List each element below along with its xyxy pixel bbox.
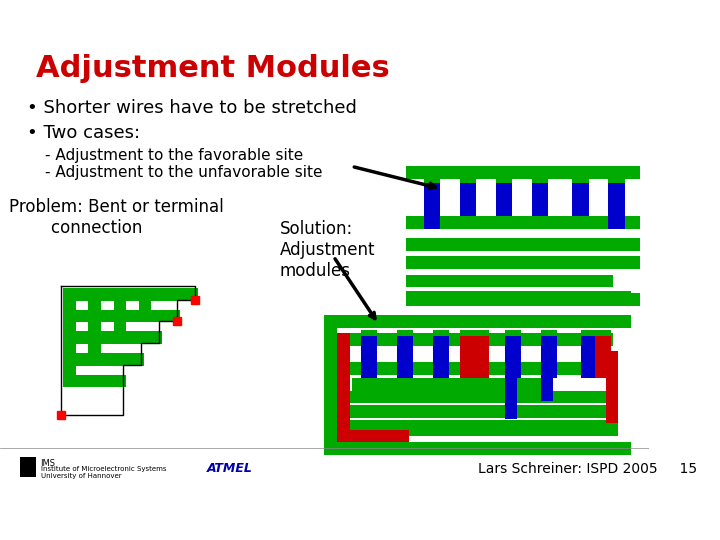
Bar bbox=[361, 330, 377, 336]
Bar bbox=[505, 330, 521, 336]
Bar bbox=[608, 180, 625, 230]
Bar bbox=[423, 177, 440, 183]
Bar bbox=[337, 423, 618, 436]
Bar bbox=[343, 333, 613, 346]
Text: • Two cases:: • Two cases: bbox=[27, 124, 140, 142]
Bar bbox=[337, 429, 409, 442]
Text: Solution:
Adjustment
modules: Solution: Adjustment modules bbox=[279, 220, 375, 280]
Bar bbox=[337, 333, 350, 442]
Bar bbox=[63, 288, 198, 301]
Bar bbox=[63, 309, 180, 322]
Bar bbox=[405, 274, 613, 287]
Bar bbox=[606, 351, 618, 423]
Bar bbox=[541, 360, 554, 401]
Bar bbox=[405, 166, 640, 179]
Bar bbox=[405, 216, 640, 228]
Bar bbox=[572, 177, 588, 183]
Text: ATMEL: ATMEL bbox=[207, 462, 253, 475]
Bar bbox=[351, 378, 550, 391]
Bar bbox=[473, 330, 490, 336]
Bar bbox=[405, 291, 631, 303]
Bar bbox=[572, 180, 588, 212]
Bar bbox=[20, 457, 36, 477]
Bar bbox=[423, 180, 440, 230]
Bar bbox=[459, 333, 476, 378]
Bar bbox=[337, 405, 618, 418]
Bar bbox=[164, 288, 176, 301]
Bar bbox=[473, 333, 490, 378]
Bar bbox=[343, 420, 613, 432]
Bar bbox=[405, 166, 640, 306]
Bar bbox=[63, 288, 76, 387]
Bar bbox=[54, 270, 221, 428]
Bar bbox=[29, 468, 36, 477]
Bar bbox=[541, 333, 557, 378]
Bar bbox=[532, 180, 548, 230]
Text: Problem: Bent or terminal
        connection: Problem: Bent or terminal connection bbox=[9, 198, 224, 237]
Bar bbox=[89, 288, 101, 366]
Bar bbox=[325, 315, 631, 455]
Text: University of Hannover: University of Hannover bbox=[40, 473, 121, 479]
Bar bbox=[114, 288, 126, 344]
Bar bbox=[505, 333, 521, 378]
Bar bbox=[343, 362, 613, 375]
Bar bbox=[63, 332, 162, 344]
Bar bbox=[496, 177, 512, 183]
Text: - Adjustment to the unfavorable site: - Adjustment to the unfavorable site bbox=[45, 165, 323, 179]
Bar bbox=[397, 333, 413, 378]
Bar bbox=[405, 293, 640, 306]
Text: IMS: IMS bbox=[40, 460, 55, 468]
Bar bbox=[496, 180, 512, 230]
Bar bbox=[139, 288, 151, 322]
Bar bbox=[581, 330, 598, 336]
Bar bbox=[325, 315, 337, 455]
Text: Institute of Microelectronic Systems: Institute of Microelectronic Systems bbox=[40, 467, 166, 472]
Bar bbox=[361, 333, 377, 378]
Bar bbox=[343, 391, 613, 403]
Text: Lars Schreiner: ISPD 2005     15: Lars Schreiner: ISPD 2005 15 bbox=[477, 462, 697, 476]
Bar bbox=[608, 177, 625, 183]
Bar bbox=[595, 330, 611, 336]
Bar bbox=[325, 442, 631, 455]
Bar bbox=[63, 353, 144, 366]
Text: • Shorter wires have to be stretched: • Shorter wires have to be stretched bbox=[27, 99, 357, 117]
Bar bbox=[459, 180, 476, 230]
Bar bbox=[532, 177, 548, 183]
Bar bbox=[459, 177, 476, 183]
Bar bbox=[405, 239, 640, 251]
Bar bbox=[20, 457, 29, 467]
Bar bbox=[446, 216, 600, 228]
Bar bbox=[595, 333, 611, 378]
Bar bbox=[325, 315, 631, 328]
Text: - Adjustment to the favorable site: - Adjustment to the favorable site bbox=[45, 148, 303, 163]
Bar bbox=[433, 330, 449, 336]
Text: Adjustment Modules: Adjustment Modules bbox=[36, 53, 390, 83]
Bar bbox=[541, 330, 557, 336]
Bar bbox=[397, 330, 413, 336]
Bar bbox=[505, 360, 518, 418]
Bar bbox=[459, 330, 476, 336]
Bar bbox=[572, 177, 588, 183]
Bar bbox=[405, 256, 640, 269]
Bar bbox=[572, 180, 588, 230]
Bar bbox=[54, 270, 221, 428]
Bar bbox=[63, 375, 126, 387]
Bar bbox=[581, 333, 598, 378]
Bar bbox=[433, 333, 449, 378]
